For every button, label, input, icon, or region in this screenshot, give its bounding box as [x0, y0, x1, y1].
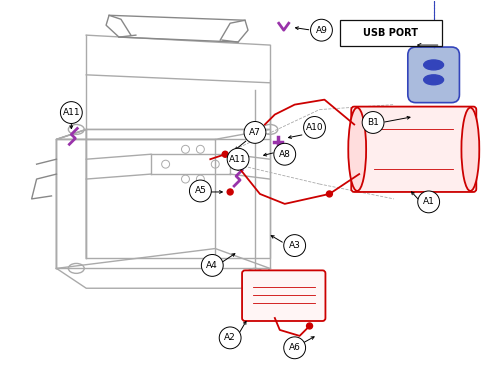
Text: USB PORT: USB PORT	[364, 28, 418, 38]
Text: A8: A8	[279, 150, 290, 159]
Text: A11: A11	[230, 155, 247, 164]
Circle shape	[326, 191, 332, 197]
Circle shape	[60, 102, 82, 123]
Text: A3: A3	[288, 241, 300, 250]
Text: B1: B1	[367, 118, 379, 127]
Text: A9: A9	[316, 26, 328, 35]
Circle shape	[362, 111, 384, 134]
FancyBboxPatch shape	[351, 107, 476, 192]
Ellipse shape	[424, 60, 444, 70]
Text: A5: A5	[194, 187, 206, 196]
Circle shape	[227, 148, 249, 170]
Text: A1: A1	[422, 197, 434, 206]
FancyBboxPatch shape	[340, 20, 442, 46]
Text: A11: A11	[62, 108, 80, 117]
Text: A4: A4	[206, 261, 218, 270]
Circle shape	[274, 143, 295, 165]
Circle shape	[190, 180, 212, 202]
Ellipse shape	[424, 75, 444, 85]
Circle shape	[219, 327, 241, 349]
Circle shape	[227, 189, 233, 195]
Text: A2: A2	[224, 333, 236, 342]
Circle shape	[202, 254, 223, 276]
Circle shape	[244, 122, 266, 143]
Circle shape	[284, 337, 306, 359]
Text: A10: A10	[306, 123, 324, 132]
Circle shape	[306, 323, 312, 329]
FancyBboxPatch shape	[408, 47, 460, 102]
Ellipse shape	[348, 108, 366, 191]
Circle shape	[304, 117, 326, 138]
Circle shape	[310, 19, 332, 41]
Circle shape	[284, 234, 306, 257]
FancyBboxPatch shape	[242, 270, 326, 321]
Circle shape	[418, 191, 440, 213]
Ellipse shape	[462, 108, 479, 191]
Text: A7: A7	[249, 128, 261, 137]
Circle shape	[222, 151, 228, 157]
Text: A6: A6	[288, 343, 300, 352]
